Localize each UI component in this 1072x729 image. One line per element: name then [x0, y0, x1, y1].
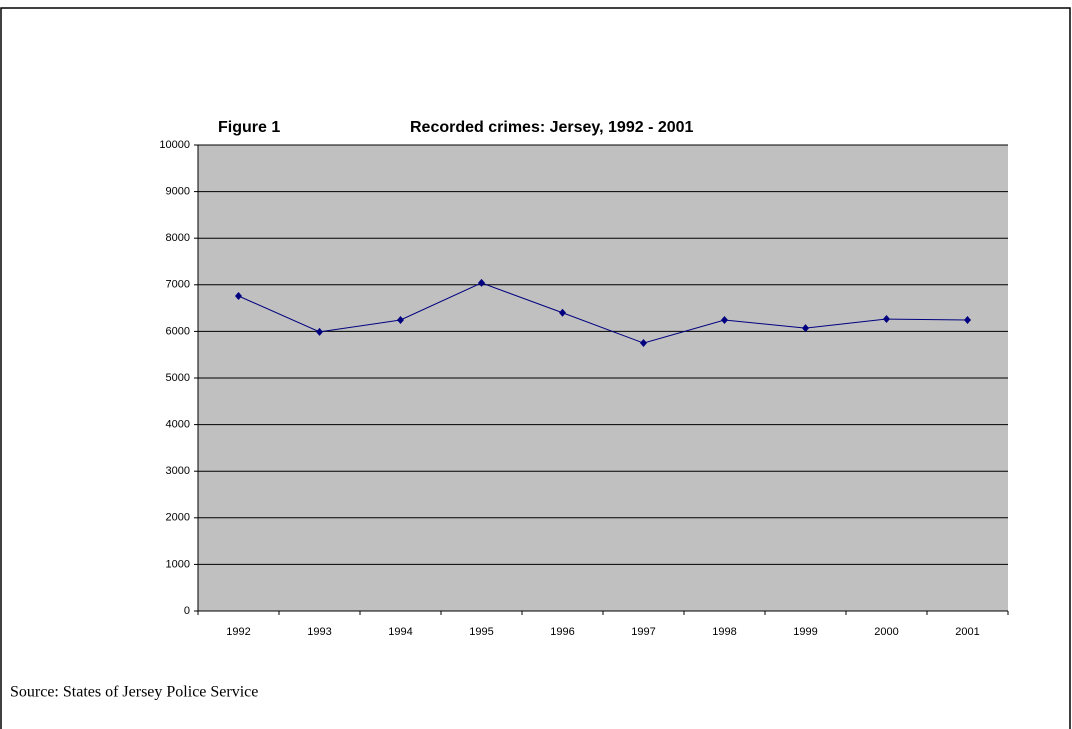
y-tick-label: 8000	[166, 232, 190, 244]
chart-title: Recorded crimes: Jersey, 1992 - 2001	[410, 119, 694, 136]
y-tick-label: 10000	[159, 139, 190, 151]
data-point	[883, 315, 890, 324]
frame	[0, 7, 1071, 729]
x-tick-label: 1993	[307, 626, 331, 638]
data-point	[235, 291, 242, 300]
data-point	[721, 315, 728, 324]
data-point	[397, 315, 404, 324]
y-tick-label: 6000	[166, 325, 190, 337]
y-tick-label: 1000	[166, 558, 190, 570]
y-tick-label: 0	[184, 605, 190, 617]
y-tick-label: 4000	[166, 419, 190, 431]
x-tick-label: 1996	[550, 626, 574, 638]
x-tick-label: 1992	[226, 626, 250, 638]
x-tick-label: 2001	[955, 626, 979, 638]
y-tick-label: 2000	[166, 512, 190, 524]
data-point	[640, 339, 647, 348]
x-tick-label: 1998	[712, 626, 736, 638]
data-line	[238, 282, 968, 344]
data-point	[316, 327, 323, 336]
x-tick-label: 2000	[874, 626, 898, 638]
y-tick-label: 7000	[166, 279, 190, 291]
y-tick-label: 5000	[166, 372, 190, 384]
data-point	[964, 315, 971, 324]
figure-label: Figure 1	[218, 119, 280, 136]
data-point	[478, 278, 485, 287]
y-tick-label: 3000	[166, 465, 190, 477]
x-tick-label: 1999	[793, 626, 817, 638]
data-point	[802, 324, 809, 333]
x-tick-label: 1997	[631, 626, 655, 638]
x-tick-label: 1995	[469, 626, 493, 638]
y-tick-label: 9000	[166, 186, 190, 198]
x-tick-label: 1994	[388, 626, 412, 638]
data-point	[559, 308, 566, 317]
source-note: Source: States of Jersey Police Service	[10, 684, 258, 701]
